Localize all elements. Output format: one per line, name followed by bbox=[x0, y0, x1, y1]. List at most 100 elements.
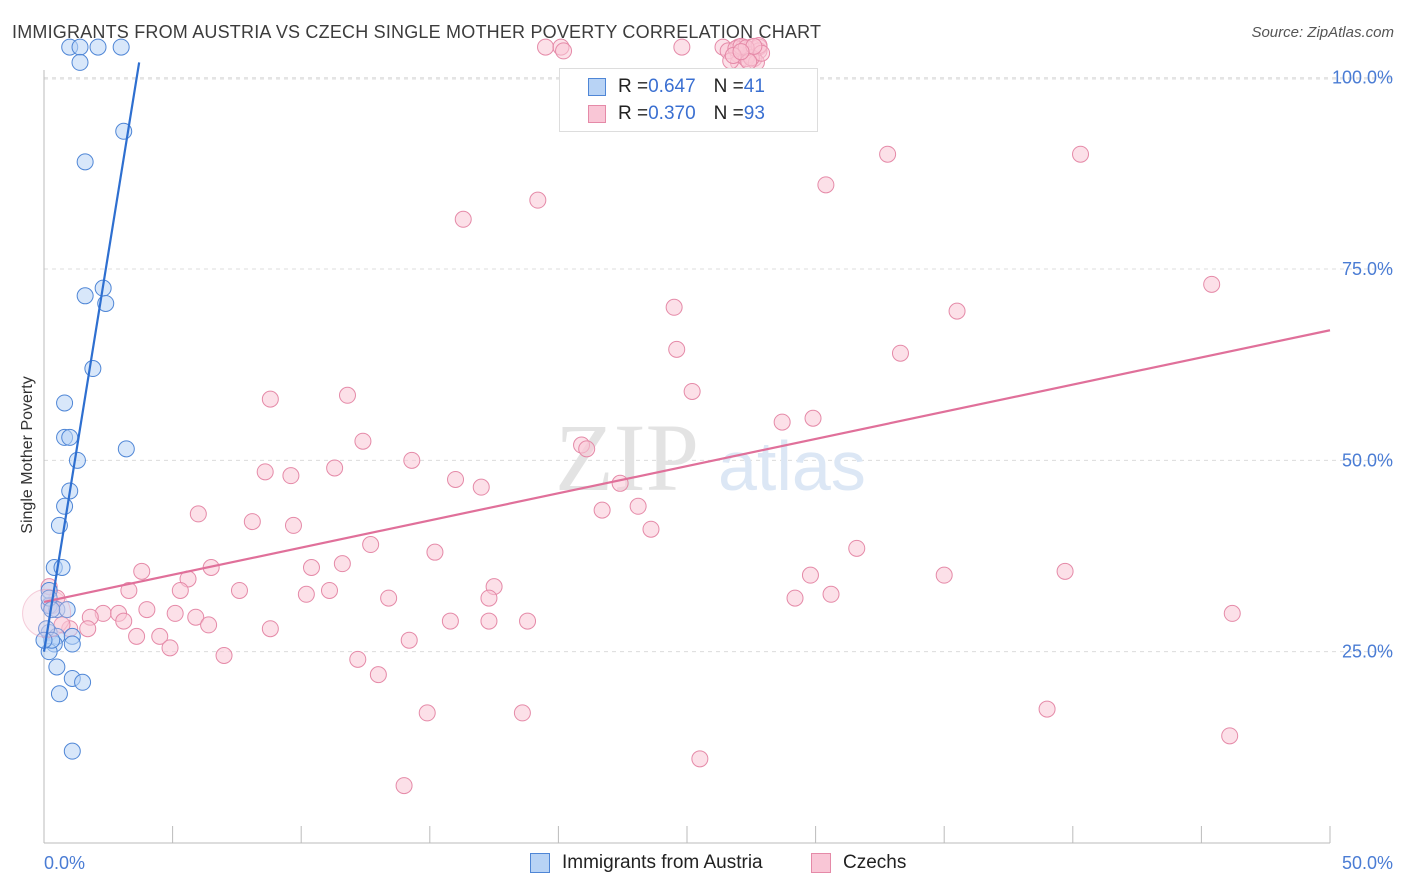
legend-row-austria: R = 0.647 N = 41 bbox=[588, 75, 765, 99]
czech-point bbox=[400, 631, 418, 649]
czech-point bbox=[447, 470, 465, 488]
czech-point bbox=[879, 145, 897, 163]
czech-point bbox=[215, 647, 233, 665]
austria-point bbox=[71, 38, 89, 56]
czech-point bbox=[732, 43, 750, 61]
czech-point bbox=[1221, 727, 1239, 745]
czech-point bbox=[1072, 145, 1090, 163]
czech-point bbox=[302, 558, 320, 576]
czech-point bbox=[480, 612, 498, 630]
czech-point bbox=[629, 497, 647, 515]
czech-swatch bbox=[588, 105, 606, 123]
legend-item-label: Czechs bbox=[843, 852, 907, 873]
czech-point bbox=[1223, 604, 1241, 622]
czech-point bbox=[320, 581, 338, 599]
czech-point bbox=[354, 432, 372, 450]
czech-point bbox=[786, 589, 804, 607]
czech-point bbox=[683, 382, 701, 400]
austria-point bbox=[74, 673, 92, 691]
czech-point bbox=[848, 539, 866, 557]
czech-point bbox=[817, 176, 835, 194]
legend-item-austria[interactable]: Immigrants from Austria bbox=[530, 852, 763, 874]
legend-row-czech: R = 0.370 N = 93 bbox=[588, 102, 765, 126]
legend-r-value: 0.370 bbox=[648, 103, 696, 124]
czech-point bbox=[480, 589, 498, 607]
czech-point bbox=[115, 612, 133, 630]
czech-point bbox=[138, 601, 156, 619]
czech-point bbox=[513, 704, 531, 722]
czech-point bbox=[395, 777, 413, 795]
austria-point bbox=[84, 360, 102, 378]
austria-point bbox=[76, 287, 94, 305]
czech-legend-swatch bbox=[811, 853, 831, 873]
czech-point bbox=[133, 562, 151, 580]
czech-point bbox=[593, 501, 611, 519]
czech-point bbox=[297, 585, 315, 603]
y-tick-label: 25.0% bbox=[1342, 642, 1393, 662]
czech-trendline bbox=[43, 329, 1331, 604]
austria-point bbox=[63, 742, 81, 760]
chart-title: IMMIGRANTS FROM AUSTRIA VS CZECH SINGLE … bbox=[12, 22, 822, 42]
czech-point bbox=[189, 505, 207, 523]
czech-point bbox=[243, 513, 261, 531]
czech-point bbox=[1056, 562, 1074, 580]
czech-point bbox=[935, 566, 953, 584]
czech-point bbox=[472, 478, 490, 496]
czech-point bbox=[804, 409, 822, 427]
czech-point bbox=[171, 581, 189, 599]
czech-point bbox=[128, 627, 146, 645]
czech-point bbox=[611, 474, 629, 492]
czech-point bbox=[230, 581, 248, 599]
czech-point bbox=[151, 627, 169, 645]
czech-point bbox=[665, 298, 683, 316]
legend-n-label: N = bbox=[713, 103, 744, 124]
czech-point bbox=[642, 520, 660, 538]
czech-point bbox=[691, 750, 709, 768]
austria-legend-swatch bbox=[530, 853, 550, 873]
austria-point bbox=[68, 451, 86, 469]
czech-point bbox=[668, 340, 686, 358]
czech-point bbox=[380, 589, 398, 607]
legend-r-value: 0.647 bbox=[648, 76, 696, 97]
czech-point bbox=[537, 38, 555, 56]
austria-point bbox=[71, 53, 89, 71]
czech-point bbox=[261, 620, 279, 638]
watermark-atlas: atlas bbox=[718, 427, 866, 505]
czech-point bbox=[166, 604, 184, 622]
czech-point bbox=[822, 585, 840, 603]
czech-point bbox=[773, 413, 791, 431]
czech-point bbox=[333, 555, 351, 573]
legend-n-value: 93 bbox=[743, 103, 765, 124]
x-tick-label: 50.0% bbox=[1342, 853, 1393, 873]
legend-r-label: R = bbox=[618, 103, 649, 124]
austria-point bbox=[56, 394, 74, 412]
czech-point bbox=[369, 666, 387, 684]
czech-point bbox=[362, 536, 380, 554]
y-tick-label: 75.0% bbox=[1342, 259, 1393, 279]
czech-point bbox=[200, 616, 218, 634]
czech-point bbox=[284, 516, 302, 534]
legend-r-label: R = bbox=[618, 76, 649, 97]
source-note: Source: ZipAtlas.com bbox=[1251, 24, 1394, 41]
y-tick-label: 100.0% bbox=[1332, 68, 1393, 88]
czech-point bbox=[338, 386, 356, 404]
austria-point bbox=[50, 685, 68, 703]
czech-point bbox=[79, 620, 97, 638]
watermark-zip: ZIP bbox=[555, 404, 699, 511]
legend-item-label: Immigrants from Austria bbox=[562, 852, 763, 873]
czech-point bbox=[282, 467, 300, 485]
austria-trendline bbox=[42, 62, 141, 652]
czech-point bbox=[454, 210, 472, 228]
austria-point bbox=[48, 658, 66, 676]
czech-point bbox=[1203, 275, 1221, 293]
czech-point bbox=[441, 612, 459, 630]
czech-point bbox=[801, 566, 819, 584]
legend-item-czechs[interactable]: Czechs bbox=[811, 852, 906, 874]
austria-point bbox=[56, 497, 74, 515]
czech-point bbox=[326, 459, 344, 477]
czech-point bbox=[1038, 700, 1056, 718]
austria-point bbox=[112, 38, 130, 56]
czech-point bbox=[349, 650, 367, 668]
czech-point bbox=[403, 451, 421, 469]
